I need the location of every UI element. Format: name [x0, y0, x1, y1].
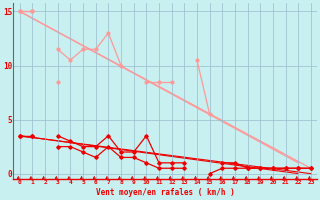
X-axis label: Vent moyen/en rafales ( km/h ): Vent moyen/en rafales ( km/h ) [96, 188, 235, 197]
